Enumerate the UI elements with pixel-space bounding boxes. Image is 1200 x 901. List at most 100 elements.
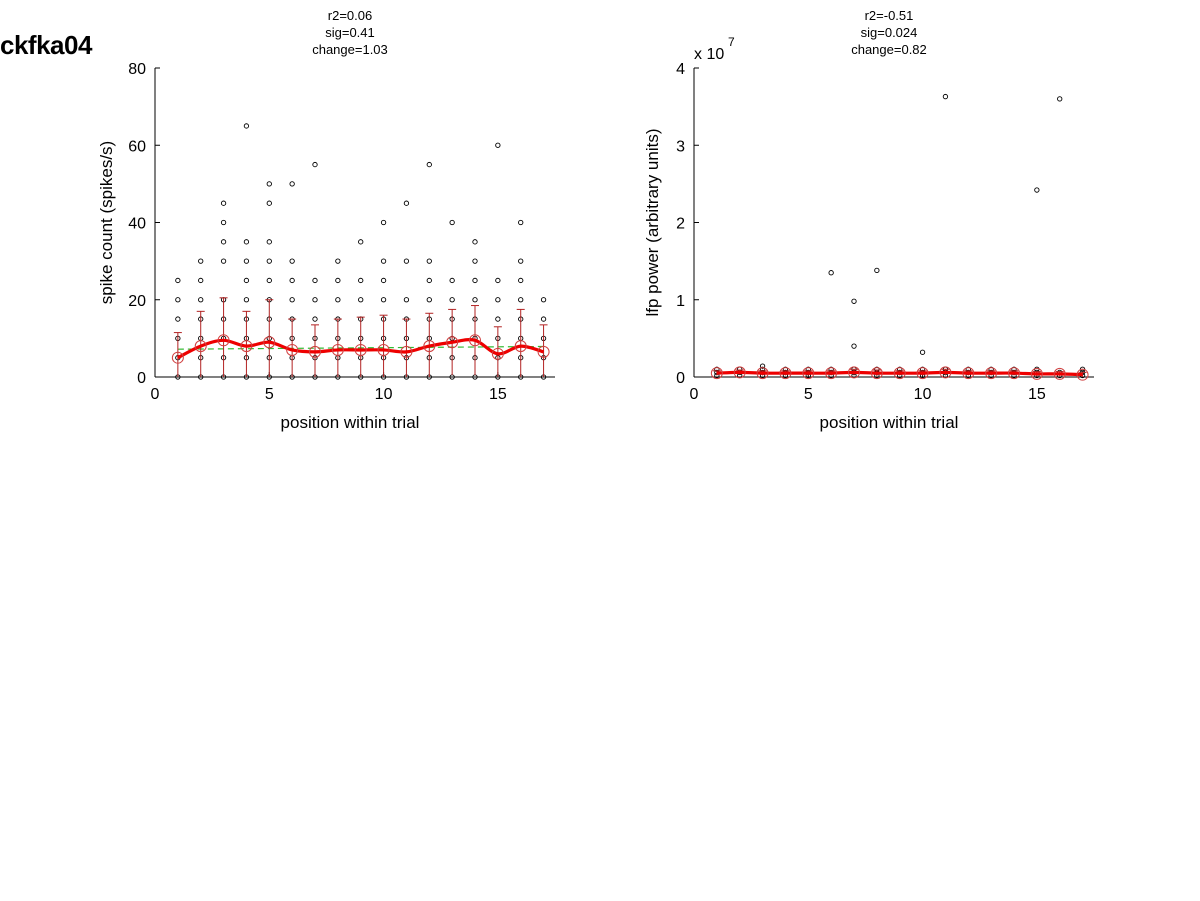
- data-point: [266, 277, 272, 284]
- x-tick-label: 5: [265, 386, 274, 403]
- data-point: [403, 297, 410, 303]
- y-tick-label: 20: [128, 293, 146, 310]
- data-point: [449, 297, 455, 303]
- mean-marker: [802, 367, 815, 380]
- data-point: [1034, 187, 1040, 193]
- data-point: [851, 343, 857, 349]
- mean-marker: [377, 343, 390, 356]
- mean-marker: [331, 343, 344, 356]
- data-point: [874, 267, 880, 274]
- data-point: [472, 297, 478, 303]
- x-tick-label: 10: [375, 386, 393, 403]
- mean-marker: [1053, 367, 1066, 380]
- mean-line: [716, 370, 1083, 377]
- data-point: [312, 316, 318, 322]
- x-tick-label: 15: [1028, 386, 1046, 403]
- data-point: [220, 200, 227, 206]
- mean-marker: [1030, 367, 1043, 380]
- data-point: [403, 258, 410, 264]
- y-tick-label: 40: [128, 216, 146, 233]
- data-point: [851, 298, 857, 304]
- y-axis-label: spike count (spikes/s): [97, 141, 116, 304]
- mean-marker: [469, 334, 481, 347]
- mean-marker: [756, 367, 769, 380]
- x-tick-label: 10: [914, 386, 932, 403]
- mean-marker: [514, 340, 527, 353]
- data-point: [289, 258, 295, 264]
- plot-title-line: r2=-0.51: [865, 8, 914, 23]
- data-point: [335, 297, 341, 303]
- data-point: [472, 239, 478, 245]
- lfp-power-plot: r2=-0.51 sig=0.024 change=0.82 0 5 10 15 0 1 2 3 4 p…: [643, 8, 1094, 432]
- data-point: [175, 316, 181, 322]
- data-point: [1034, 366, 1040, 372]
- mean-marker: [710, 367, 723, 380]
- mean-marker: [171, 351, 184, 364]
- data-point: [759, 363, 766, 369]
- mean-marker: [423, 340, 436, 353]
- y-axis-exponent: x 10: [694, 46, 724, 63]
- plot-title-line: sig=0.41: [325, 25, 375, 40]
- mean-marker: [354, 343, 367, 356]
- mean-marker: [939, 366, 952, 379]
- data-point: [335, 277, 341, 284]
- data-point: [495, 297, 501, 303]
- mean-marker: [217, 334, 230, 347]
- data-point: [518, 297, 524, 303]
- mean-marker: [962, 367, 975, 380]
- mean-marker: [733, 366, 746, 379]
- data-point: [380, 297, 387, 303]
- data-point: [266, 200, 272, 206]
- data-point: [426, 297, 432, 303]
- data-point: [335, 258, 341, 264]
- mean-marker: [286, 343, 299, 356]
- data-point: [312, 277, 318, 284]
- mean-marker: [400, 345, 413, 358]
- mean-marker: [194, 340, 207, 353]
- x-tick-label: 5: [804, 386, 813, 403]
- mean-marker: [309, 345, 321, 358]
- data-point: [472, 258, 478, 264]
- data-point: [403, 200, 410, 206]
- mean-marker: [446, 336, 459, 349]
- mean-marker: [240, 340, 253, 353]
- mean-marker: [870, 367, 883, 380]
- plot-title-line: change=0.82: [851, 42, 927, 57]
- data-point: [1057, 96, 1063, 102]
- data-point: [426, 258, 432, 264]
- data-point: [243, 239, 250, 245]
- data-point: [220, 258, 227, 264]
- data-point: [175, 277, 181, 284]
- data-point: [220, 239, 227, 245]
- mean-marker: [263, 336, 276, 349]
- plot-title-line: change=1.03: [312, 42, 388, 57]
- y-tick-label: 80: [128, 61, 146, 78]
- data-point: [495, 142, 501, 148]
- mean-line: [177, 338, 545, 360]
- data-point: [312, 161, 318, 168]
- mean-marker: [537, 345, 550, 358]
- y-tick-label: 1: [676, 293, 685, 310]
- data-point: [266, 258, 272, 264]
- x-axis-label: position within trial: [820, 413, 959, 432]
- data-point: [449, 219, 455, 226]
- data-point: [518, 277, 524, 284]
- spike-count-plot: r2=0.06 sig=0.41 change=1.03 0 5 10 15 0 20 40 60 8…: [97, 8, 555, 432]
- data-point: [472, 277, 478, 284]
- data-point: [289, 297, 295, 303]
- y-axis-label: lfp power (arbitrary units): [643, 128, 662, 316]
- data-point: [243, 258, 250, 264]
- plot-title-line: sig=0.024: [861, 25, 918, 40]
- mean-marker: [1076, 368, 1089, 381]
- plot-title-line: r2=0.06: [328, 8, 372, 23]
- data-point: [540, 297, 547, 303]
- mean-marker: [916, 367, 929, 380]
- x-axis-label: position within trial: [281, 413, 420, 432]
- data-point: [198, 297, 204, 303]
- data-point: [495, 316, 501, 322]
- data-point: [243, 297, 250, 303]
- data-point: [198, 258, 204, 264]
- data-point: [289, 181, 295, 187]
- y-tick-label: 3: [676, 138, 685, 155]
